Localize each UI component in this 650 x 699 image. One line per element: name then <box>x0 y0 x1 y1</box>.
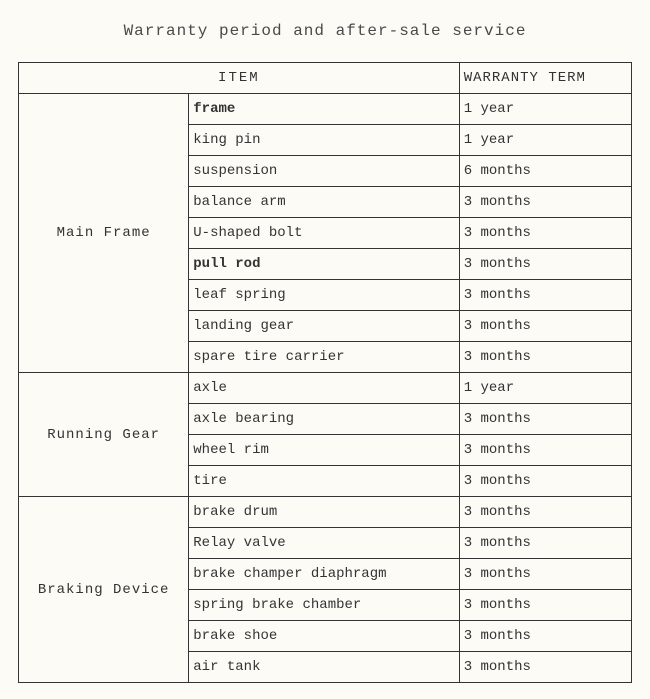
term-cell: 3 months <box>459 528 631 559</box>
item-cell: suspension <box>189 156 459 187</box>
warranty-table: ITEM WARRANTY TERM Main Frameframe1 year… <box>18 62 632 683</box>
header-row: ITEM WARRANTY TERM <box>19 63 632 94</box>
term-cell: 3 months <box>459 466 631 497</box>
term-cell: 3 months <box>459 218 631 249</box>
item-cell: frame <box>189 94 459 125</box>
term-cell: 1 year <box>459 94 631 125</box>
term-cell: 3 months <box>459 249 631 280</box>
item-cell: U-shaped bolt <box>189 218 459 249</box>
item-cell: axle <box>189 373 459 404</box>
term-cell: 3 months <box>459 652 631 683</box>
term-cell: 3 months <box>459 280 631 311</box>
group-cell: Braking Device <box>19 497 189 683</box>
item-cell: spring brake chamber <box>189 590 459 621</box>
item-cell: wheel rim <box>189 435 459 466</box>
item-cell: pull rod <box>189 249 459 280</box>
table-row: Main Frameframe1 year <box>19 94 632 125</box>
table-row: Braking Devicebrake drum3 months <box>19 497 632 528</box>
page-title: Warranty period and after-sale service <box>18 22 632 40</box>
term-cell: 1 year <box>459 373 631 404</box>
item-cell: air tank <box>189 652 459 683</box>
term-cell: 3 months <box>459 311 631 342</box>
term-cell: 1 year <box>459 125 631 156</box>
item-cell: king pin <box>189 125 459 156</box>
item-cell: axle bearing <box>189 404 459 435</box>
item-cell: landing gear <box>189 311 459 342</box>
term-cell: 3 months <box>459 187 631 218</box>
item-cell: spare tire carrier <box>189 342 459 373</box>
term-cell: 3 months <box>459 590 631 621</box>
item-cell: brake drum <box>189 497 459 528</box>
table-body: Main Frameframe1 yearking pin1 yearsuspe… <box>19 94 632 683</box>
item-cell: leaf spring <box>189 280 459 311</box>
item-cell: balance arm <box>189 187 459 218</box>
group-cell: Main Frame <box>19 94 189 373</box>
header-warranty-term: WARRANTY TERM <box>459 63 631 94</box>
table-row: Running Gearaxle1 year <box>19 373 632 404</box>
item-cell: tire <box>189 466 459 497</box>
term-cell: 3 months <box>459 497 631 528</box>
term-cell: 3 months <box>459 404 631 435</box>
term-cell: 3 months <box>459 621 631 652</box>
term-cell: 3 months <box>459 435 631 466</box>
term-cell: 3 months <box>459 559 631 590</box>
item-cell: Relay valve <box>189 528 459 559</box>
page-wrap: Warranty period and after-sale service I… <box>0 0 650 683</box>
item-cell: brake champer diaphragm <box>189 559 459 590</box>
item-cell: brake shoe <box>189 621 459 652</box>
header-item: ITEM <box>19 63 460 94</box>
term-cell: 6 months <box>459 156 631 187</box>
group-cell: Running Gear <box>19 373 189 497</box>
term-cell: 3 months <box>459 342 631 373</box>
